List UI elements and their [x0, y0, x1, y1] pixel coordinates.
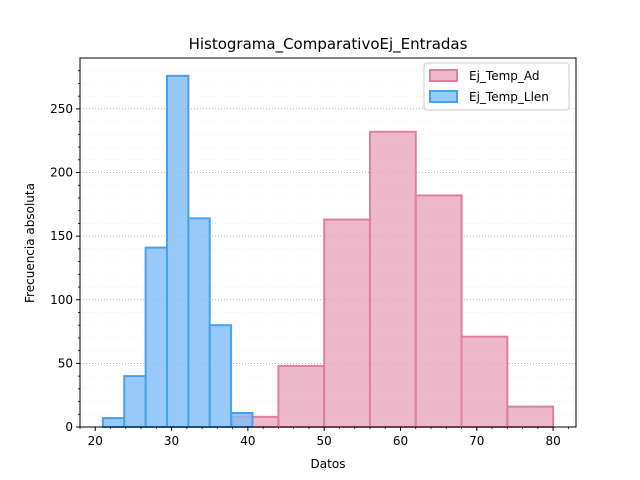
bar-Ej_Temp_Llen-21 [101, 417, 126, 429]
x-tick-label: 60 [393, 434, 408, 448]
bar-Ej_Temp_Llen-32.2 [187, 217, 211, 428]
bar-Ej_Temp_Llen-23.8 [123, 375, 147, 429]
bar-Ej_Temp_Ad-56 [368, 130, 417, 429]
x-tick-label: 50 [317, 434, 332, 448]
y-tick-label: 100 [50, 293, 73, 307]
legend-swatch-Ej_Temp_Ad [429, 69, 458, 82]
bar-Ej_Temp_Llen-37.8 [230, 412, 254, 428]
x-axis-label: Datos [311, 457, 346, 471]
plot-frame [79, 57, 577, 428]
x-tick-label: 40 [240, 434, 255, 448]
y-tick-label: 150 [50, 229, 73, 243]
bar-Ej_Temp_Llen-26.6 [144, 246, 168, 428]
bar-Ej_Temp_Llen-35 [208, 324, 233, 429]
x-tick-label: 70 [469, 434, 484, 448]
x-tick-label: 80 [545, 434, 560, 448]
y-axis-label: Frecuencia absoluta [23, 183, 37, 303]
bar-Ej_Temp_Ad-44 [277, 364, 326, 428]
y-tick-label: 200 [50, 166, 73, 180]
legend-label-Ej_Temp_Llen: Ej_Temp_Llen [469, 90, 549, 104]
legend-label-Ej_Temp_Ad: Ej_Temp_Ad [469, 69, 540, 83]
axis-ticks: 20 30 40 50 60 70 80 0 50 100 150 200 250 [50, 70, 569, 448]
legend: Ej_Temp_Ad Ej_Temp_Llen [423, 62, 570, 111]
histogram-bars [101, 74, 555, 429]
bar-Ej_Temp_Ad-68 [460, 335, 509, 429]
bar-Ej_Temp_Ad-74 [506, 405, 555, 429]
y-tick-label: 50 [58, 356, 73, 370]
y-tick-label: 0 [65, 420, 73, 434]
legend-box [423, 62, 570, 111]
y-tick-label: 250 [50, 102, 73, 116]
x-tick-label: 30 [164, 434, 179, 448]
x-tick-label: 20 [88, 434, 103, 448]
chart-title: Histograma_ComparativoEj_Entradas [189, 35, 468, 54]
legend-swatch-Ej_Temp_Llen [429, 90, 458, 103]
bar-Ej_Temp_Llen-29.4 [165, 74, 190, 429]
bar-Ej_Temp_Ad-62 [414, 194, 463, 428]
bar-Ej_Temp_Ad-50 [323, 218, 371, 428]
